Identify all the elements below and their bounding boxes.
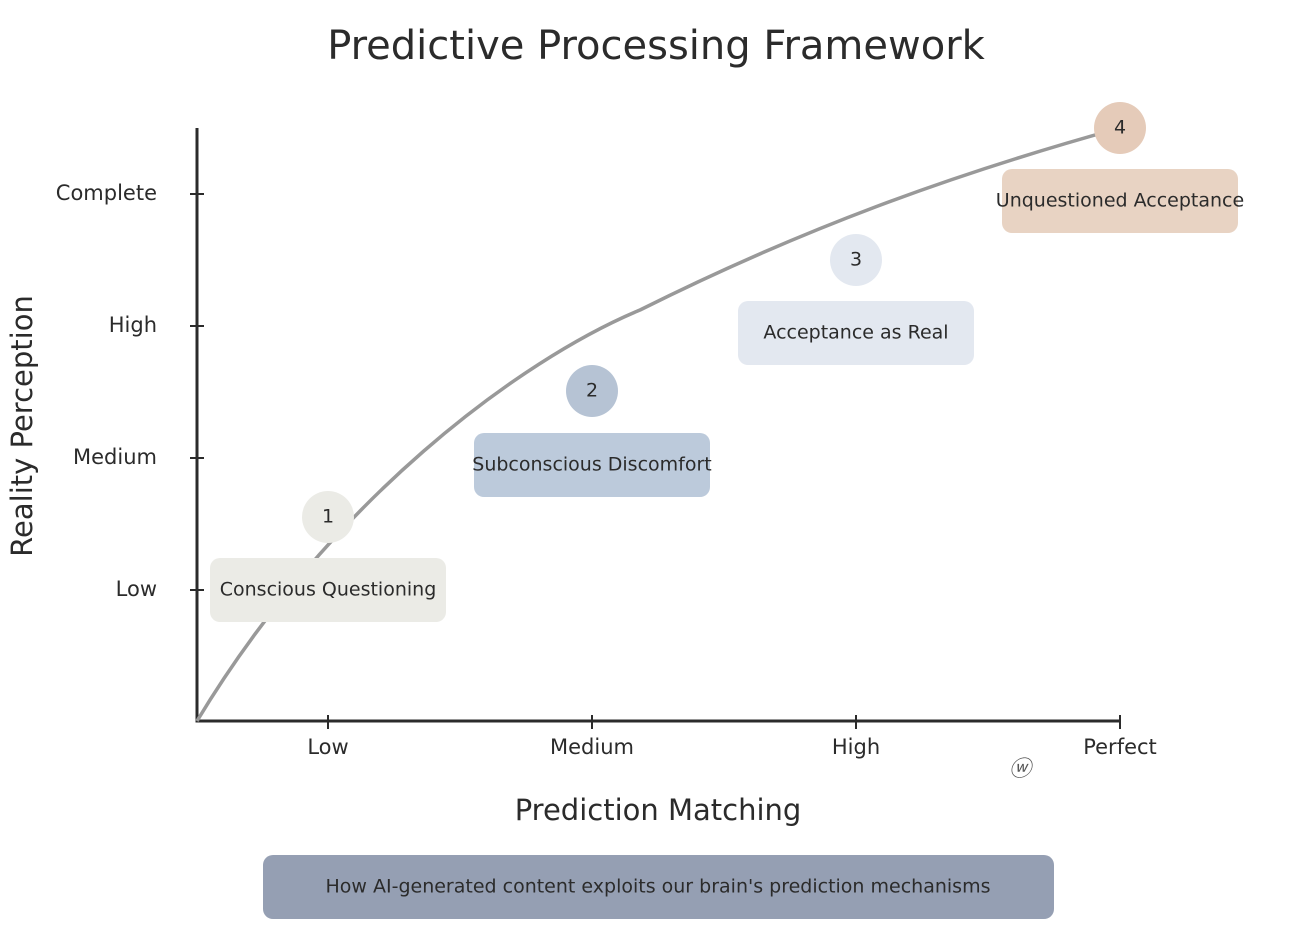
stage-number: 4 — [1114, 117, 1126, 139]
x-axis-title: Prediction Matching — [515, 793, 802, 827]
stage-label: Conscious Questioning — [220, 579, 437, 601]
caption-box — [263, 855, 1054, 919]
stage-number: 2 — [586, 380, 598, 402]
stage-box — [1002, 169, 1238, 233]
x-tick-label: Perfect — [1083, 735, 1157, 759]
stage-box — [210, 558, 446, 622]
signature-icon: ⓦ — [1009, 757, 1034, 782]
stage-marker — [302, 491, 354, 543]
x-tick-label: Medium — [550, 735, 634, 759]
stage-marker — [1094, 102, 1146, 154]
y-axis-title: Reality Perception — [5, 295, 39, 557]
curve — [195, 126, 1121, 722]
stage-number: 1 — [322, 506, 334, 528]
title: Predictive Processing Framework — [327, 23, 985, 69]
stage-box — [738, 301, 974, 365]
caption: How AI-generated content exploits our br… — [326, 876, 991, 898]
stage-label: Acceptance as Real — [763, 322, 948, 344]
stage-marker — [566, 365, 618, 417]
stage-label: Subconscious Discomfort — [472, 454, 711, 476]
stage-box — [474, 433, 710, 497]
stage-marker — [830, 234, 882, 286]
x-tick-label: High — [832, 735, 880, 759]
y-tick-label: Medium — [73, 445, 157, 469]
axes — [195, 128, 1120, 723]
stage-number: 3 — [850, 249, 862, 271]
y-tick-label: High — [109, 313, 157, 337]
stage-label: Unquestioned Acceptance — [996, 190, 1244, 212]
y-tick-label: Low — [116, 577, 157, 601]
x-tick-label: Low — [307, 735, 348, 759]
y-tick-label: Complete — [56, 181, 157, 205]
